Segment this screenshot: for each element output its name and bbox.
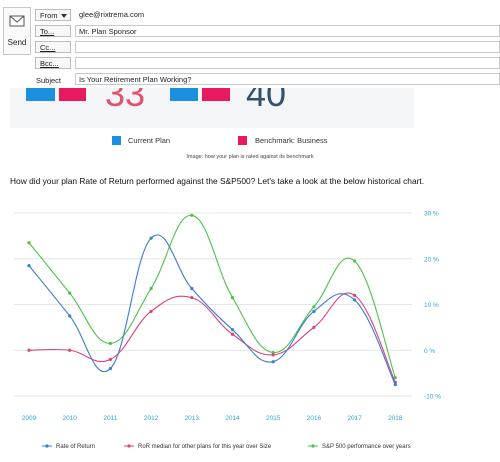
- x-tick-label: 2016: [307, 415, 322, 422]
- score-left: 33: [105, 88, 146, 114]
- x-tick-label: 2012: [144, 415, 159, 422]
- data-point: [68, 348, 72, 352]
- benchmark-legend: Benchmark: Business: [255, 136, 328, 145]
- data-point: [393, 382, 397, 387]
- x-tick-label: 2018: [388, 415, 403, 422]
- data-point: [353, 259, 357, 263]
- benchmark-bar: [59, 88, 86, 101]
- data-point: [312, 305, 316, 309]
- data-point: [108, 357, 112, 361]
- y-tick-label: -10 %: [424, 394, 441, 401]
- bcc-field[interactable]: [75, 57, 500, 69]
- cc-button[interactable]: Cc...: [35, 41, 71, 53]
- send-envelope-icon: [9, 15, 25, 27]
- series-line: [28, 214, 396, 378]
- data-point: [190, 286, 194, 291]
- data-point: [230, 332, 235, 336]
- legend-label: Rate of Return: [56, 444, 95, 450]
- to-label: To...: [40, 27, 55, 36]
- data-point: [108, 341, 112, 345]
- benchmark-bar-2: [202, 88, 230, 101]
- data-point: [27, 264, 31, 268]
- data-point: [353, 293, 357, 297]
- data-point: [271, 350, 275, 355]
- data-point: [230, 328, 235, 332]
- returns-line-chart: 30 % 20 % 10 % 0 % -10 % 2009 2010 2011 2012 2013…: [14, 211, 441, 450]
- data-point: [27, 241, 31, 245]
- data-point: [353, 298, 357, 302]
- cc-field[interactable]: [75, 41, 500, 53]
- x-tick-label: 2017: [347, 415, 362, 422]
- current-plan-swatch: [112, 136, 121, 145]
- x-tick-label: 2013: [185, 415, 200, 422]
- legend-marker: [45, 444, 49, 448]
- compose-header: Send From glee@rixtrema.com To... Mr. Pl…: [0, 0, 500, 88]
- series-line: [28, 234, 396, 385]
- data-point: [149, 286, 153, 291]
- x-tick-label: 2015: [266, 415, 281, 422]
- current-plan-bar: [26, 88, 55, 101]
- current-plan-legend: Current Plan: [128, 136, 171, 145]
- rating-banner: 33 40: [10, 88, 414, 128]
- legend-label: S&P 500 performance over years: [322, 444, 411, 450]
- data-point: [68, 291, 72, 295]
- from-button[interactable]: From: [35, 9, 71, 21]
- y-tick-label: 20 %: [424, 256, 439, 263]
- data-point: [108, 366, 112, 371]
- x-tick-label: 2014: [225, 415, 240, 422]
- data-point: [230, 296, 235, 300]
- legend-marker: [127, 444, 131, 448]
- x-tick-label: 2010: [62, 415, 77, 422]
- to-field[interactable]: Mr. Plan Sponsor: [75, 25, 500, 37]
- data-point: [190, 213, 194, 217]
- data-point: [312, 309, 316, 313]
- from-label: From: [40, 11, 58, 20]
- subject-label: Subject: [36, 76, 62, 85]
- legend-marker: [311, 444, 315, 448]
- y-tick-label: 0 %: [424, 348, 435, 355]
- y-tick-label: 10 %: [424, 302, 439, 309]
- image-caption: Image: how your plan is rated against it…: [186, 154, 314, 160]
- legend-label: RoR median for other plans for this year…: [138, 444, 272, 450]
- to-button[interactable]: To...: [35, 25, 71, 37]
- data-point: [27, 348, 31, 352]
- benchmark-swatch: [238, 136, 247, 145]
- data-point: [312, 325, 316, 329]
- data-point: [149, 309, 153, 313]
- subject-field[interactable]: Is Your Retirement Plan Working?: [75, 73, 500, 85]
- x-tick-label: 2009: [22, 415, 37, 422]
- data-point: [68, 314, 72, 318]
- data-point: [149, 236, 153, 240]
- bcc-label: Bcc...: [40, 59, 59, 68]
- data-point: [271, 360, 275, 364]
- y-tick-label: 30 %: [424, 211, 439, 218]
- series-line: [28, 292, 396, 383]
- score-right: 40: [246, 88, 287, 114]
- from-value: glee@rixtrema.com: [79, 10, 145, 19]
- cc-label: Cc...: [40, 43, 56, 52]
- send-label: Send: [7, 38, 27, 47]
- current-plan-bar-2: [170, 88, 198, 101]
- bcc-button[interactable]: Bcc...: [35, 57, 71, 69]
- send-button[interactable]: Send: [3, 7, 31, 55]
- data-point: [393, 376, 397, 380]
- data-point: [190, 296, 194, 300]
- data-point: [271, 353, 275, 357]
- chevron-down-icon: [60, 14, 67, 19]
- x-tick-label: 2011: [103, 415, 117, 422]
- body-question: How did your plan Rate of Return perform…: [10, 176, 425, 186]
